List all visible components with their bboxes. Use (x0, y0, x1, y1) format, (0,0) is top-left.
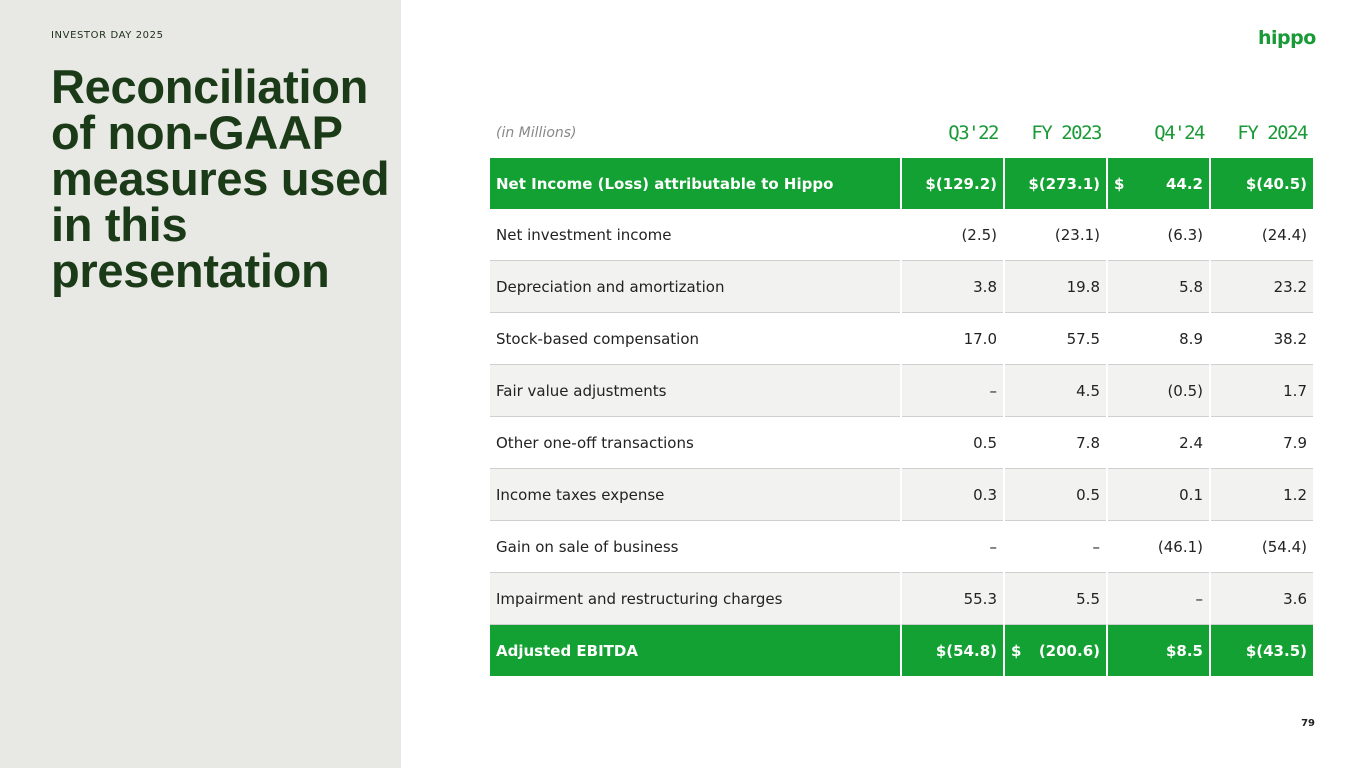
currency-symbol: $ (1114, 174, 1125, 193)
cell-value: $(43.5) (1209, 624, 1313, 676)
table-row: Impairment and restructuring charges 55.… (490, 572, 1313, 625)
cell-value: 55.3 (900, 572, 1004, 625)
cell-value: (6.3) (1106, 209, 1210, 261)
cell-value: $44.2 (1106, 158, 1210, 209)
cell-value: 8.9 (1106, 312, 1210, 365)
currency-symbol: $ (1011, 641, 1022, 660)
cell-value: – (1003, 520, 1107, 573)
cell-value: 57.5 (1003, 312, 1107, 365)
row-label: Depreciation and amortization (490, 260, 901, 313)
cell-value: 5.8 (1106, 260, 1210, 313)
row-label: Gain on sale of business (490, 520, 901, 573)
cell-value: 4.5 (1003, 364, 1107, 417)
cell-value: – (1106, 572, 1210, 625)
cell-value: 0.3 (900, 468, 1004, 521)
row-label: Stock-based compensation (490, 312, 901, 365)
column-header-q4-24: Q4'24 (1154, 122, 1205, 144)
cell-value: 2.4 (1106, 416, 1210, 469)
unit-label: (in Millions) (496, 125, 577, 141)
cell-amount: (200.6) (1038, 641, 1100, 660)
cell-value: 3.6 (1209, 572, 1313, 625)
cell-value: 19.8 (1003, 260, 1107, 313)
cell-value: 1.7 (1209, 364, 1313, 417)
page-number: 79 (1301, 718, 1315, 729)
cell-value: (0.5) (1106, 364, 1210, 417)
cell-value: $(54.8) (900, 624, 1004, 676)
column-header-fy-2023: FY 2023 (1031, 122, 1102, 144)
column-header-fy-2024: FY 2024 (1237, 122, 1308, 144)
cell-value: (54.4) (1209, 520, 1313, 573)
row-label: Impairment and restructuring charges (490, 572, 901, 625)
cell-value: $(129.2) (900, 158, 1004, 209)
cell-value: $(40.5) (1209, 158, 1313, 209)
adjusted-ebitda-row: Adjusted EBITDA $(54.8) $ (200.6) $8.5 $(… (490, 624, 1313, 676)
cell-value: 7.9 (1209, 416, 1313, 469)
cell-value: – (900, 520, 1004, 573)
reconciliation-table: (in Millions) Q3'22 FY 2023 Q4'24 FY 202… (490, 108, 1313, 676)
row-label: Income taxes expense (490, 468, 901, 521)
cell-value: 17.0 (900, 312, 1004, 365)
cell-value: $(273.1) (1003, 158, 1107, 209)
cell-value: (23.1) (1003, 209, 1107, 261)
cell-value: 38.2 (1209, 312, 1313, 365)
cell-value: 0.5 (900, 416, 1004, 469)
net-income-row: Net Income (Loss) attributable to Hippo … (490, 158, 1313, 209)
cell-value: (2.5) (900, 209, 1004, 261)
table-row: Gain on sale of business – – (46.1) (54.… (490, 520, 1313, 573)
table-row: Income taxes expense 0.3 0.5 0.1 1.2 (490, 468, 1313, 521)
cell-value: $ (200.6) (1003, 624, 1107, 676)
cell-value: 3.8 (900, 260, 1004, 313)
cell-value: (46.1) (1106, 520, 1210, 573)
table-header-row: (in Millions) Q3'22 FY 2023 Q4'24 FY 202… (490, 108, 1313, 158)
row-label: Adjusted EBITDA (490, 624, 901, 676)
cell-value: 1.2 (1209, 468, 1313, 521)
row-label: Other one-off transactions (490, 416, 901, 469)
column-header-q3-22: Q3'22 (948, 122, 999, 144)
table-row: Other one-off transactions 0.5 7.8 2.4 7… (490, 416, 1313, 469)
cell-value: 0.5 (1003, 468, 1107, 521)
table-row: Fair value adjustments – 4.5 (0.5) 1.7 (490, 364, 1313, 417)
left-panel: INVESTOR DAY 2025 Reconciliation of non-… (0, 0, 401, 768)
cell-value: – (900, 364, 1004, 417)
cell-value: 23.2 (1209, 260, 1313, 313)
table-row: Stock-based compensation 17.0 57.5 8.9 3… (490, 312, 1313, 365)
cell-value: $8.5 (1106, 624, 1210, 676)
row-label: Net Income (Loss) attributable to Hippo (490, 158, 901, 209)
table-row: Depreciation and amortization 3.8 19.8 5… (490, 260, 1313, 313)
table-row: Net investment income (2.5) (23.1) (6.3)… (490, 209, 1313, 261)
row-label: Net investment income (490, 209, 901, 261)
row-label: Fair value adjustments (490, 364, 901, 417)
cell-value: 7.8 (1003, 416, 1107, 469)
page-title: Reconciliation of non-GAAP measures used… (51, 60, 390, 297)
cell-value: (24.4) (1209, 209, 1313, 261)
cell-amount: 44.2 (1165, 174, 1203, 193)
hippo-logo: hippo (1258, 27, 1316, 49)
event-label: INVESTOR DAY 2025 (51, 30, 164, 41)
cell-value: 5.5 (1003, 572, 1107, 625)
cell-value: 0.1 (1106, 468, 1210, 521)
